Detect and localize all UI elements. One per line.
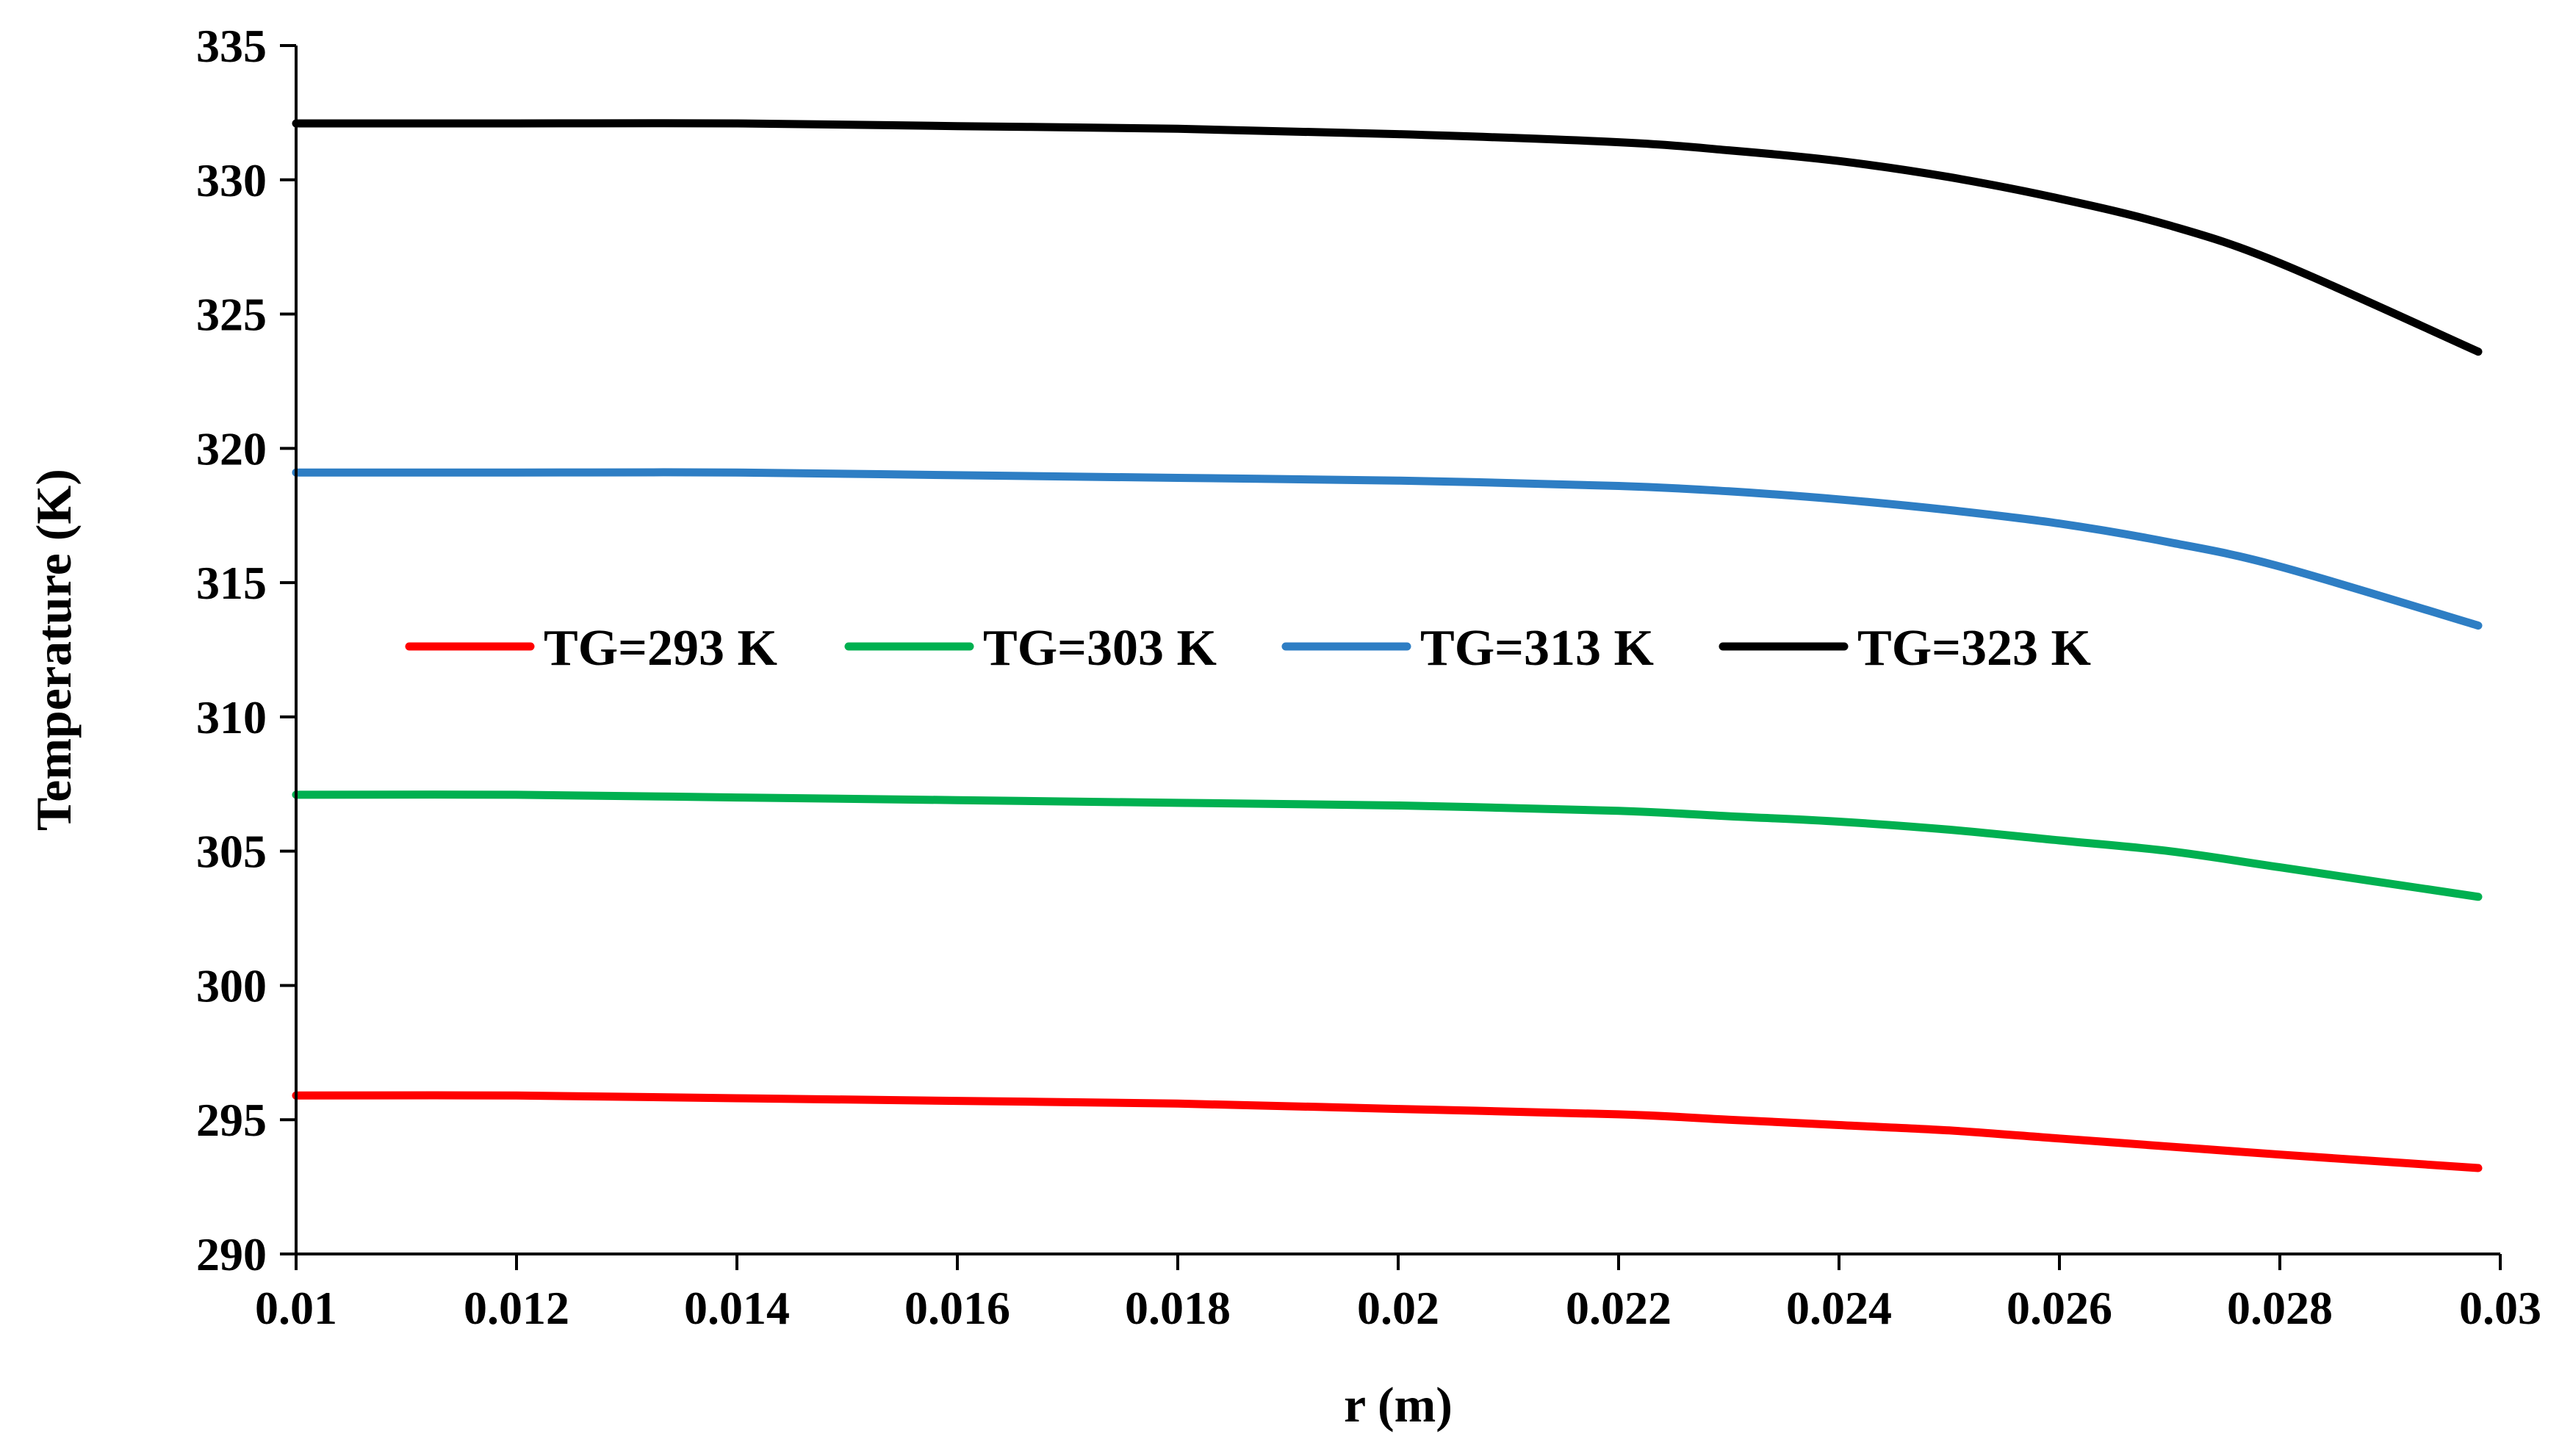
x-tick-label: 0.018: [1125, 1282, 1231, 1334]
y-tick-label: 320: [196, 422, 267, 475]
legend: TG=293 K TG=303 K TG=313 K TG=323 K: [405, 620, 2091, 677]
x-tick-label: 0.026: [2007, 1282, 2112, 1334]
series-line-1: [292, 1091, 2483, 1172]
y-tick-label: 300: [196, 959, 267, 1012]
axes: [295, 46, 2500, 1255]
x-tick-label: 0.024: [1786, 1282, 1892, 1334]
x-tick-label: 0.01: [255, 1282, 337, 1334]
legend-label: TG=303 K: [983, 620, 1217, 677]
series-line-4: [292, 119, 2483, 356]
y-tick-label: 330: [196, 154, 267, 206]
x-tick-label: 0.016: [904, 1282, 1010, 1334]
series-lines: [292, 119, 2483, 1172]
x-axis-title: r (m): [1344, 1377, 1453, 1432]
series-line-3: [292, 468, 2483, 630]
x-tick-label: 0.028: [2227, 1282, 2333, 1334]
x-tick-label: 0.012: [464, 1282, 569, 1334]
y-tick-label: 315: [196, 557, 267, 609]
y-tick-label: 295: [196, 1094, 267, 1146]
y-tick-label: 305: [196, 826, 267, 878]
legend-label: TG=323 K: [1857, 620, 2091, 677]
x-tick-label: 0.022: [1566, 1282, 1671, 1334]
x-tick-label: 0.02: [1357, 1282, 1439, 1334]
y-tick-label: 290: [196, 1228, 267, 1280]
y-tick-label: 335: [196, 20, 267, 72]
y-tick-label: 310: [196, 691, 267, 743]
y-axis-title: Temperature (K): [26, 469, 82, 831]
x-tick-label: 0.014: [684, 1282, 790, 1334]
x-axis-ticks: 0.01 0.012 0.014 0.016 0.018 0.02 0.022 0.024 0.…: [255, 1254, 2541, 1334]
y-axis-ticks: 290 295 300 305 310 315 320 325 330 335: [196, 20, 296, 1280]
legend-label: TG=313 K: [1420, 620, 1654, 677]
y-tick-label: 325: [196, 289, 267, 341]
x-tick-label: 0.03: [2459, 1282, 2541, 1334]
series-line-2: [292, 790, 2483, 901]
legend-label: TG=293 K: [544, 620, 777, 677]
